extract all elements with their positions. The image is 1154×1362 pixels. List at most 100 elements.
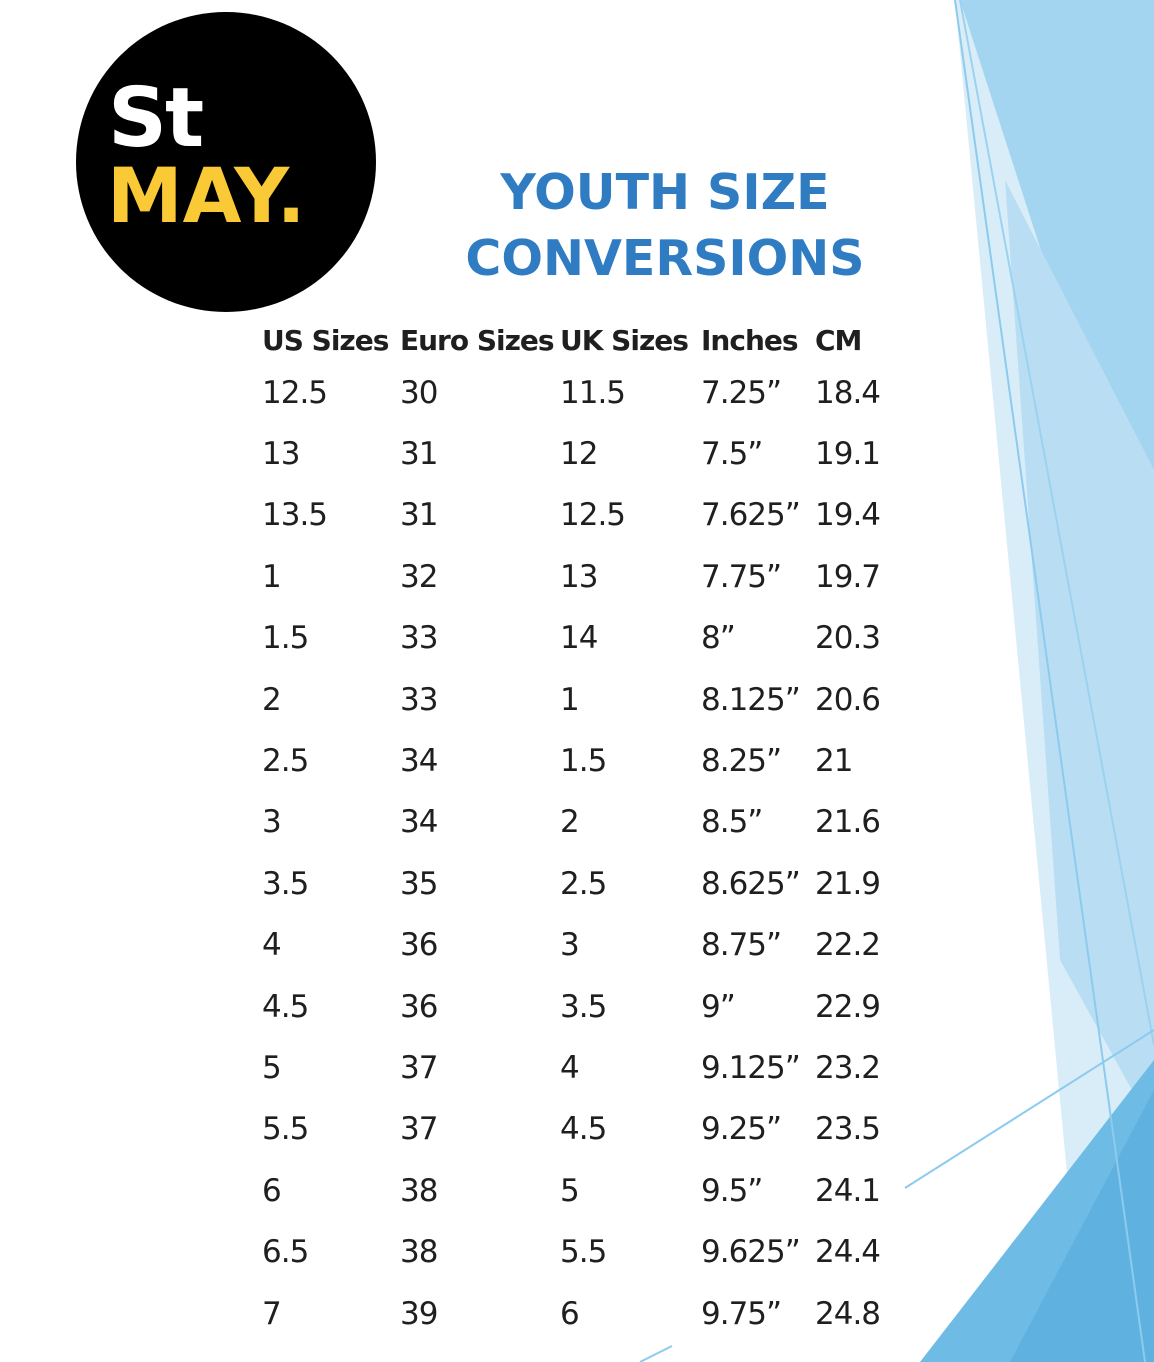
cell-inches: 7.625” xyxy=(701,497,801,534)
cell-us-size: 1 xyxy=(262,558,282,595)
cell-us-size: 3 xyxy=(262,804,282,841)
page-title: YOUTH SIZE CONVERSIONS xyxy=(440,160,890,292)
cell-us-size: 13.5 xyxy=(262,497,328,534)
table-row: 4 36 3 8.75” 22.2 xyxy=(262,915,895,976)
table-row: 4.5 36 3.5 9” 22.9 xyxy=(262,976,895,1037)
header-euro-sizes: Euro Sizes xyxy=(400,323,555,357)
cell-inches: 7.25” xyxy=(701,374,782,411)
triangle-bottom-mid xyxy=(1010,1090,1154,1362)
cell-euro-size: 31 xyxy=(400,497,438,534)
table-row: 5 37 4 9.125” 23.2 xyxy=(262,1037,895,1098)
cell-uk-size: 11.5 xyxy=(560,374,626,411)
cell-inches: 8.625” xyxy=(701,865,801,902)
table-row: 2 33 1 8.125” 20.6 xyxy=(262,669,895,730)
cell-inches: 7.5” xyxy=(701,436,763,473)
cell-us-size: 5.5 xyxy=(262,1111,309,1148)
header-us-sizes: US Sizes xyxy=(262,323,389,357)
cell-euro-size: 38 xyxy=(400,1234,438,1271)
cell-us-size: 13 xyxy=(262,436,300,473)
cell-us-size: 5 xyxy=(262,1049,282,1086)
cell-uk-size: 12 xyxy=(560,436,598,473)
cell-euro-size: 31 xyxy=(400,436,438,473)
cell-cm: 21 xyxy=(815,743,853,780)
table-row: 7 39 6 9.75” 24.8 xyxy=(262,1283,895,1344)
cell-euro-size: 33 xyxy=(400,620,438,657)
cell-uk-size: 2 xyxy=(560,804,580,841)
cell-cm: 21.6 xyxy=(815,804,881,841)
triangle-mid xyxy=(1005,180,1154,1130)
cell-cm: 23.2 xyxy=(815,1049,881,1086)
table-row: 5.5 37 4.5 9.25” 23.5 xyxy=(262,1099,895,1160)
cell-uk-size: 1.5 xyxy=(560,743,607,780)
cell-uk-size: 4 xyxy=(560,1049,580,1086)
cell-inches: 8” xyxy=(701,620,736,657)
cell-euro-size: 33 xyxy=(400,681,438,718)
cell-cm: 18.4 xyxy=(815,374,881,411)
cell-cm: 24.8 xyxy=(815,1295,881,1332)
cell-us-size: 4 xyxy=(262,927,282,964)
logo-line-2: MAY. xyxy=(107,151,306,240)
diagonal-line-4 xyxy=(639,1345,673,1362)
cell-euro-size: 32 xyxy=(400,558,438,595)
cell-uk-size: 1 xyxy=(560,681,580,718)
cell-inches: 9” xyxy=(701,988,736,1025)
title-line-1: YOUTH SIZE xyxy=(500,164,830,221)
cell-uk-size: 5 xyxy=(560,1172,580,1209)
table-row: 2.5 34 1.5 8.25” 21 xyxy=(262,730,895,791)
table-row: 3 34 2 8.5” 21.6 xyxy=(262,792,895,853)
cell-cm: 19.7 xyxy=(815,558,881,595)
diagonal-line-2 xyxy=(959,0,1154,1046)
cell-us-size: 12.5 xyxy=(262,374,328,411)
cell-uk-size: 5.5 xyxy=(560,1234,607,1271)
cell-cm: 20.3 xyxy=(815,620,881,657)
cell-inches: 9.5” xyxy=(701,1172,763,1209)
cell-cm: 22.2 xyxy=(815,927,881,964)
cell-us-size: 7 xyxy=(262,1295,282,1332)
table-row: 1 32 13 7.75” 19.7 xyxy=(262,546,895,607)
cell-cm: 23.5 xyxy=(815,1111,881,1148)
table-row: 6 38 5 9.5” 24.1 xyxy=(262,1160,895,1221)
header-inches: Inches xyxy=(701,323,799,357)
cell-cm: 19.4 xyxy=(815,497,881,534)
cell-cm: 21.9 xyxy=(815,865,881,902)
cell-uk-size: 6 xyxy=(560,1295,580,1332)
table-row: 12.5 30 11.5 7.25” 18.4 xyxy=(262,362,895,423)
st-may-logo: St MAY. xyxy=(76,12,376,312)
title-line-2: CONVERSIONS xyxy=(465,230,865,287)
table-row: 13 31 12 7.5” 19.1 xyxy=(262,423,895,484)
cell-euro-size: 35 xyxy=(400,865,438,902)
table-row: 13.5 31 12.5 7.625” 19.4 xyxy=(262,485,895,546)
cell-inches: 9.75” xyxy=(701,1295,782,1332)
cell-euro-size: 38 xyxy=(400,1172,438,1209)
table-row: 1.5 33 14 8” 20.3 xyxy=(262,608,895,669)
cell-euro-size: 36 xyxy=(400,988,438,1025)
cell-uk-size: 2.5 xyxy=(560,865,607,902)
cell-euro-size: 34 xyxy=(400,743,438,780)
cell-inches: 7.75” xyxy=(701,558,782,595)
cell-euro-size: 36 xyxy=(400,927,438,964)
cell-euro-size: 37 xyxy=(400,1049,438,1086)
cell-euro-size: 30 xyxy=(400,374,438,411)
cell-euro-size: 39 xyxy=(400,1295,438,1332)
cell-euro-size: 37 xyxy=(400,1111,438,1148)
cell-inches: 8.5” xyxy=(701,804,763,841)
table-body: 12.5 30 11.5 7.25” 18.4 13 31 12 7.5” 19.1 13.5 31 1… xyxy=(262,362,895,1344)
cell-inches: 8.25” xyxy=(701,743,782,780)
header-cm: CM xyxy=(815,323,862,357)
cell-us-size: 1.5 xyxy=(262,620,309,657)
cell-uk-size: 3 xyxy=(560,927,580,964)
cell-uk-size: 4.5 xyxy=(560,1111,607,1148)
cell-us-size: 6 xyxy=(262,1172,282,1209)
cell-inches: 8.75” xyxy=(701,927,782,964)
cell-euro-size: 34 xyxy=(400,804,438,841)
table-header-row: US Sizes Euro Sizes UK Sizes Inches CM xyxy=(262,318,895,362)
cell-uk-size: 12.5 xyxy=(560,497,626,534)
header-uk-sizes: UK Sizes xyxy=(560,323,689,357)
cell-us-size: 3.5 xyxy=(262,865,309,902)
cell-uk-size: 3.5 xyxy=(560,988,607,1025)
cell-cm: 20.6 xyxy=(815,681,881,718)
size-conversion-table: US Sizes Euro Sizes UK Sizes Inches CM 1… xyxy=(262,318,895,1344)
cell-cm: 24.1 xyxy=(815,1172,881,1209)
diagonal-line-3 xyxy=(904,1029,1154,1189)
